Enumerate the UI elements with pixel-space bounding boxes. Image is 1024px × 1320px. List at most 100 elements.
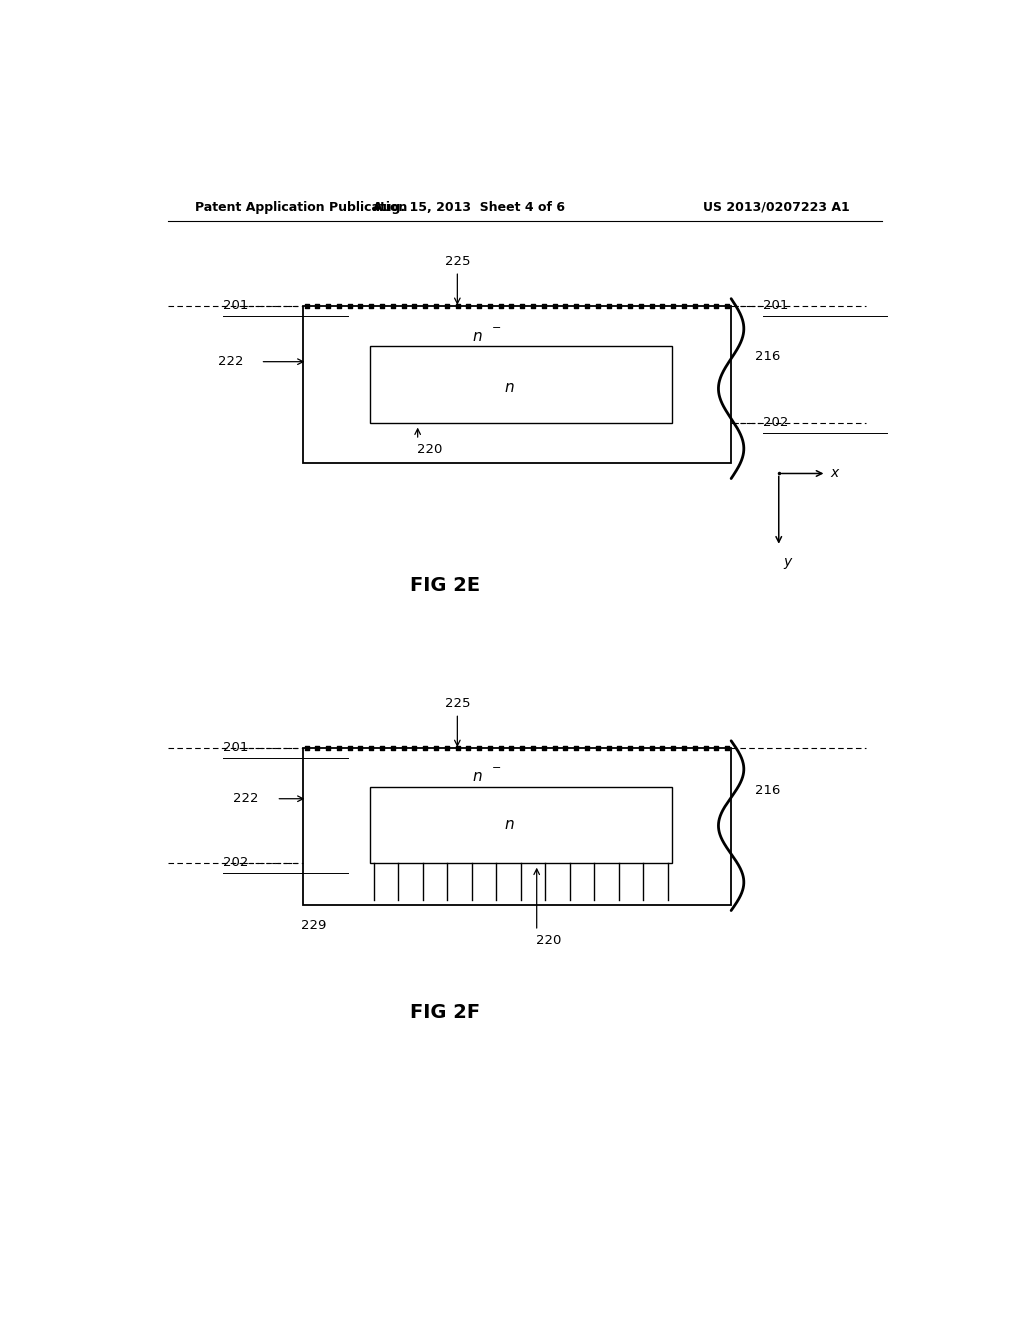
Text: 225: 225: [444, 255, 470, 268]
Point: [676, 296, 692, 317]
Point: [364, 296, 380, 317]
Point: [665, 296, 681, 317]
Text: 216: 216: [755, 784, 780, 797]
Text: 225: 225: [444, 697, 470, 710]
Point: [643, 738, 659, 759]
Text: n: n: [472, 768, 482, 784]
Text: 201: 201: [223, 742, 249, 755]
Point: [450, 296, 466, 317]
Point: [633, 738, 649, 759]
Point: [309, 296, 326, 317]
Point: [557, 738, 573, 759]
Point: [547, 296, 563, 317]
Text: 222: 222: [217, 355, 243, 368]
Point: [374, 296, 390, 317]
Point: [719, 296, 735, 317]
Point: [687, 296, 703, 317]
Point: [342, 296, 358, 317]
Point: [697, 296, 714, 317]
Text: Aug. 15, 2013  Sheet 4 of 6: Aug. 15, 2013 Sheet 4 of 6: [373, 201, 565, 214]
Text: FIG 2E: FIG 2E: [411, 576, 480, 595]
Text: y: y: [783, 554, 792, 569]
Text: −: −: [493, 323, 502, 333]
Text: US 2013/0207223 A1: US 2013/0207223 A1: [703, 201, 850, 214]
Point: [407, 296, 423, 317]
Point: [374, 738, 390, 759]
Text: 201: 201: [763, 300, 788, 313]
Point: [697, 738, 714, 759]
Point: [568, 738, 585, 759]
Point: [493, 296, 509, 317]
Point: [385, 296, 401, 317]
Point: [557, 296, 573, 317]
Point: [579, 296, 595, 317]
Text: FIG 2F: FIG 2F: [411, 1003, 480, 1022]
Point: [417, 296, 433, 317]
Point: [438, 738, 455, 759]
Text: 202: 202: [763, 416, 788, 429]
Point: [536, 738, 552, 759]
Point: [709, 296, 725, 317]
Point: [611, 296, 628, 317]
Point: [600, 738, 616, 759]
Point: [611, 738, 628, 759]
Point: [514, 738, 530, 759]
Point: [417, 738, 433, 759]
Point: [352, 738, 369, 759]
Point: [352, 296, 369, 317]
Point: [676, 738, 692, 759]
Point: [600, 296, 616, 317]
Text: n: n: [504, 380, 514, 395]
Text: x: x: [830, 466, 839, 480]
Point: [622, 296, 638, 317]
Point: [298, 296, 314, 317]
Point: [568, 296, 585, 317]
Point: [407, 738, 423, 759]
Point: [471, 738, 487, 759]
Point: [385, 738, 401, 759]
Point: [319, 296, 336, 317]
Text: n: n: [504, 817, 514, 832]
Point: [547, 738, 563, 759]
Point: [536, 296, 552, 317]
Point: [428, 296, 444, 317]
Point: [331, 296, 347, 317]
Text: 201: 201: [223, 300, 249, 313]
Text: 202: 202: [223, 857, 249, 870]
Point: [525, 296, 542, 317]
Point: [590, 296, 606, 317]
Text: −: −: [493, 763, 502, 774]
Text: 220: 220: [417, 444, 442, 455]
Point: [342, 738, 358, 759]
Point: [590, 738, 606, 759]
Point: [503, 296, 519, 317]
Point: [622, 738, 638, 759]
Point: [460, 296, 476, 317]
Point: [687, 738, 703, 759]
Point: [319, 738, 336, 759]
Text: 220: 220: [536, 935, 561, 946]
Point: [364, 738, 380, 759]
Point: [471, 296, 487, 317]
Point: [514, 296, 530, 317]
Point: [633, 296, 649, 317]
Point: [309, 738, 326, 759]
Bar: [370, 787, 672, 863]
Point: [481, 738, 498, 759]
Point: [643, 296, 659, 317]
Text: 216: 216: [755, 350, 780, 363]
Point: [481, 296, 498, 317]
Point: [525, 738, 542, 759]
Point: [579, 738, 595, 759]
Point: [438, 296, 455, 317]
Point: [450, 738, 466, 759]
Text: n: n: [472, 329, 482, 343]
Point: [428, 738, 444, 759]
Point: [395, 738, 412, 759]
Point: [395, 296, 412, 317]
Point: [665, 738, 681, 759]
Point: [654, 738, 671, 759]
Point: [331, 738, 347, 759]
Point: [709, 738, 725, 759]
Point: [719, 738, 735, 759]
